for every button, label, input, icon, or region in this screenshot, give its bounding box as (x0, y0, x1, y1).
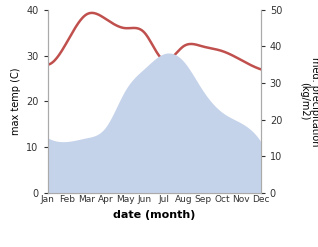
X-axis label: date (month): date (month) (113, 210, 196, 220)
Y-axis label: max temp (C): max temp (C) (11, 67, 21, 135)
Y-axis label: med. precipitation
(kg/m2): med. precipitation (kg/m2) (299, 57, 318, 146)
